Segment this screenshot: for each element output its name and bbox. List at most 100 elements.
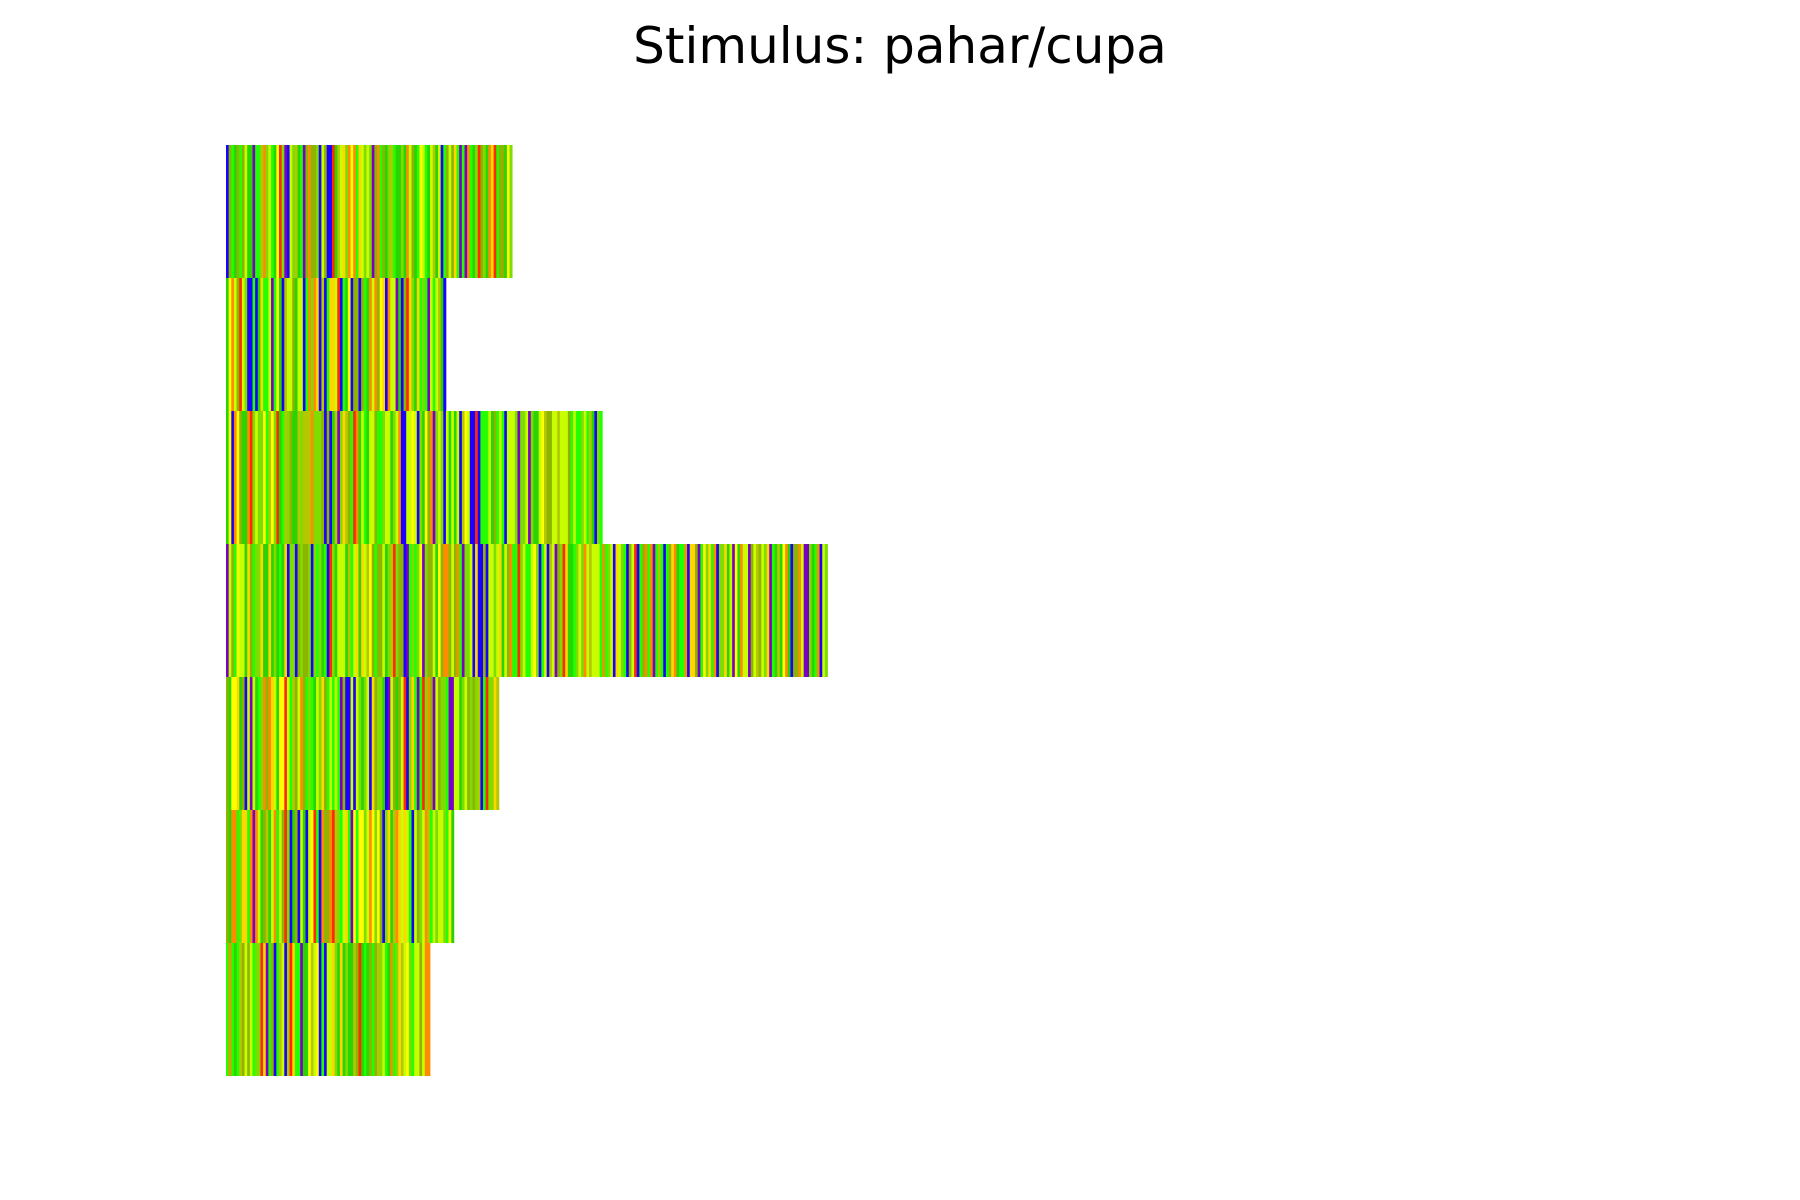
heatmap-cell [777,544,781,677]
heatmap-cell [522,544,526,677]
heatmap-cell [459,677,463,810]
heatmap-cell [395,411,399,544]
heatmap-cell [406,278,410,411]
heatmap-cell [599,411,603,544]
heatmap-cell [647,544,651,677]
heatmap-cell [684,544,688,677]
heatmap-cell [496,677,500,810]
heatmap-cell [273,810,277,943]
heatmap-cell [366,677,370,810]
heatmap-cell [382,810,386,943]
heatmap-cell [485,411,489,544]
heatmap-cell [424,943,428,1076]
heatmap-cell [445,544,449,677]
heatmap-cell [408,943,412,1076]
heatmap-cell [345,278,349,411]
heatmap-cell [597,544,600,677]
heatmap-cell [509,411,513,544]
heatmap-cell [244,411,248,544]
heatmap-cell [422,411,426,544]
heatmap-cell [302,278,306,411]
heatmap-cell [414,544,418,677]
heatmap-cell [313,677,317,810]
heatmap-cell [363,544,367,677]
heatmap-cell [724,544,728,677]
heatmap-cell [475,677,479,810]
heatmap-cell [506,145,510,278]
heatmap-cell [313,943,317,1076]
heatmap-cell [472,544,476,677]
heatmap-cell [541,411,545,544]
heatmap-cell [440,677,444,810]
heatmap-cell [536,411,540,544]
heatmap-cell [244,810,248,943]
heatmap-cell [530,544,534,677]
heatmap-cell [400,411,404,544]
heatmap-cell [411,677,415,810]
heatmap-cell [228,943,232,1076]
heatmap-cell [438,677,441,810]
heatmap-cell [300,544,304,677]
heatmap-cell [345,411,349,544]
heatmap-cell [445,145,449,278]
heatmap-cell [416,544,420,677]
heatmap-cell [379,943,383,1076]
heatmap-cell [231,677,235,810]
heatmap-cell [310,810,314,943]
heatmap-cell [244,278,248,411]
heatmap-cell [273,677,277,810]
heatmap-cell [551,411,555,544]
heatmap-cell [350,544,354,677]
heatmap-cell [443,411,447,544]
heatmap-cell [522,411,526,544]
heatmap-cell [326,810,330,943]
heatmap-cell [419,278,423,411]
heatmap-cell [464,411,468,544]
heatmap-cell [374,544,378,677]
heatmap-cell [501,544,505,677]
heatmap-cell [498,544,502,677]
heatmap-cell [451,411,455,544]
heatmap-cell [279,810,282,943]
heatmap-cell [371,677,375,810]
heatmap-cell [509,145,513,278]
heatmap-cell [342,411,346,544]
heatmap-cell [440,411,444,544]
heatmap-cell [416,145,420,278]
heatmap-cell [239,544,243,677]
heatmap-cell [411,943,415,1076]
heatmap-cell [395,278,399,411]
heatmap-cell [321,943,325,1076]
heatmap-cell [297,943,301,1076]
heatmap-cell [337,278,341,411]
heatmap-cell [382,677,386,810]
heatmap-cell [448,677,452,810]
heatmap-cell [475,411,479,544]
heatmap-cell [326,677,330,810]
heatmap-cell [782,544,786,677]
heatmap-cell [321,544,325,677]
heatmap-cell [302,943,306,1076]
heatmap-cell [231,544,235,677]
heatmap-cell [395,810,399,943]
heatmap-cell [424,810,428,943]
heatmap-cell [477,677,481,810]
heatmap-cell [538,411,542,544]
heatmap-cell [377,278,381,411]
heatmap-cell [244,943,248,1076]
heatmap-cell [310,145,314,278]
heatmap-cell [279,677,282,810]
heatmap-cell [286,677,290,810]
heatmap-cell [308,145,312,278]
heatmap-cell [321,145,325,278]
heatmap-cell [268,145,272,278]
heatmap-cell [390,544,394,677]
heatmap-cell [228,145,232,278]
heatmap-cell [279,145,282,278]
heatmap-cell [480,677,484,810]
heatmap-cell [255,145,259,278]
heatmap-cell [308,544,312,677]
heatmap-cell [321,278,325,411]
heatmap-cell [300,278,304,411]
heatmap-cell [559,411,563,544]
